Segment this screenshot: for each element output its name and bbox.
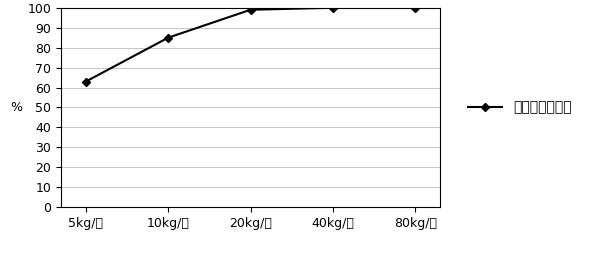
Legend: 多氯联苯去除率: 多氯联苯去除率 — [462, 95, 577, 120]
Y-axis label: %: % — [10, 101, 23, 114]
